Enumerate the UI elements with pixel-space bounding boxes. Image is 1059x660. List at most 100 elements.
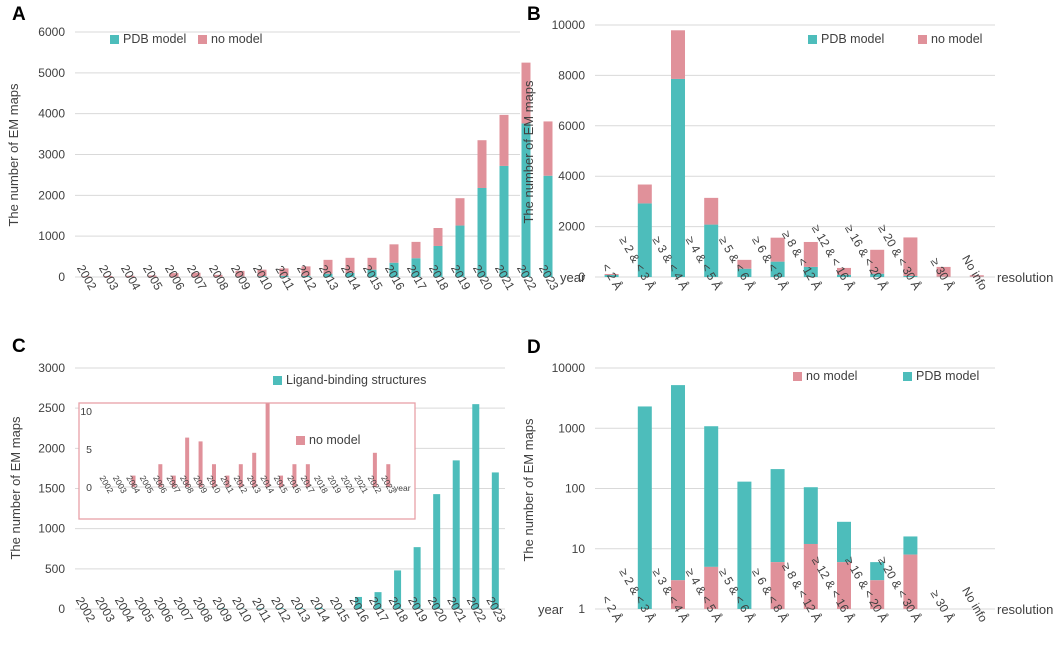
x-axis-title: year bbox=[538, 602, 564, 617]
bar-pdb-model bbox=[870, 273, 885, 277]
bar-ligand-binding-structures bbox=[218, 608, 226, 609]
inset-bar-no-model bbox=[238, 464, 243, 487]
x-tick-label: 2005 bbox=[140, 262, 166, 292]
x-tick-label: No info bbox=[959, 585, 990, 625]
bar-no-model bbox=[103, 275, 113, 277]
inset-x-axis-title: year bbox=[394, 483, 411, 493]
x-tick-label: 2002 bbox=[74, 262, 100, 292]
bar-no-model bbox=[969, 275, 984, 277]
bar-no-model bbox=[770, 562, 785, 609]
x-tick-label: < 2 Å bbox=[599, 260, 626, 292]
x-tick-label: 2012 bbox=[294, 262, 320, 292]
bar-pdb-model bbox=[770, 469, 785, 563]
inset-bar-no-model bbox=[131, 475, 136, 487]
x-tick-label: 2010 bbox=[250, 262, 276, 292]
chart-panel-a: A 0 1000 2000 3000 4000 5000 6000 The number of … bbox=[6, 4, 586, 293]
legend-label-0: no model bbox=[806, 369, 857, 383]
x-axis-title: year bbox=[560, 270, 586, 285]
x-tick-label: 2019 bbox=[448, 262, 474, 292]
y-axis-title: The number of EM maps bbox=[521, 80, 536, 224]
legend-swatch-0 bbox=[296, 436, 305, 445]
x-tick-label: 2008 bbox=[206, 262, 232, 292]
x-tick-label: 2011 bbox=[272, 263, 297, 293]
x-tick-label: 2021 bbox=[492, 262, 518, 292]
bar-no-model bbox=[637, 184, 652, 204]
inset-bar-no-model bbox=[198, 441, 203, 487]
legend-swatch-0 bbox=[793, 372, 802, 381]
legend-label-1: no model bbox=[211, 32, 262, 46]
y-tick-label: 8000 bbox=[558, 68, 585, 82]
bar-ligand-binding-structures bbox=[257, 608, 265, 609]
bar-no-model bbox=[477, 140, 487, 188]
bar-pdb-model bbox=[671, 78, 685, 277]
chart-panel-d: D 1 10 100 1000 10000 The number of EM maps res… bbox=[521, 337, 1053, 625]
x-tick-label: No info bbox=[959, 253, 990, 293]
y-tick-label: 10000 bbox=[552, 361, 586, 375]
inset-y-tick-label: 10 bbox=[80, 406, 92, 418]
bar-pdb-model bbox=[671, 385, 685, 581]
panel-letter: B bbox=[527, 4, 541, 25]
x-tick-label: 2018 bbox=[426, 262, 452, 292]
y-tick-label: 4000 bbox=[38, 107, 65, 121]
legend-swatch-1 bbox=[903, 372, 912, 381]
bar-no-model bbox=[671, 580, 685, 609]
x-tick-label: 2005 bbox=[131, 594, 157, 624]
bar-no-model bbox=[345, 257, 355, 273]
bar-pdb-model bbox=[637, 203, 652, 277]
x-tick-label: 2009 bbox=[228, 262, 254, 292]
bar-no-model bbox=[870, 249, 885, 274]
y-tick-label: 100 bbox=[565, 482, 585, 496]
x-tick-label: 2014 bbox=[338, 262, 364, 292]
y-tick-label: 10 bbox=[572, 542, 586, 556]
bar-pdb-model bbox=[737, 481, 752, 609]
bar-no-model bbox=[737, 259, 752, 269]
bar-ligand-binding-structures bbox=[276, 608, 284, 609]
bar-ligand-binding-structures bbox=[315, 607, 323, 609]
x-tick-label: 2014 bbox=[307, 594, 333, 624]
bar-ligand-binding-structures bbox=[452, 460, 460, 609]
x-tick-label: 2013 bbox=[288, 594, 314, 624]
bar-no-model bbox=[903, 554, 918, 609]
bar-pdb-model bbox=[323, 273, 333, 277]
y-tick-label: 5000 bbox=[38, 66, 65, 80]
bar-pdb-model bbox=[521, 123, 531, 277]
y-tick-label: 1500 bbox=[38, 482, 65, 496]
y-tick-label: 2500 bbox=[38, 401, 65, 415]
y-tick-label: 1000 bbox=[38, 522, 65, 536]
inset-bar-no-model bbox=[279, 475, 284, 487]
inset-bar-no-model bbox=[158, 464, 163, 487]
bar-ligand-binding-structures bbox=[354, 596, 362, 609]
bar-pdb-model bbox=[604, 274, 619, 277]
bar-pdb-model bbox=[257, 276, 267, 277]
bar-ligand-binding-structures bbox=[491, 472, 499, 609]
inset-bar-no-model bbox=[211, 464, 216, 487]
legend-label-1: no model bbox=[931, 32, 982, 46]
bar-no-model bbox=[367, 257, 377, 270]
y-tick-label: 3000 bbox=[38, 361, 65, 375]
chart-panel-b: B 0 2000 4000 6000 8000 10000 The number of EM … bbox=[521, 4, 1053, 293]
bar-pdb-model bbox=[301, 275, 311, 277]
x-tick-label: 2004 bbox=[118, 262, 144, 292]
bar-pdb-model bbox=[367, 269, 377, 277]
inset-chart: 0510200220032004200520062007200820092010… bbox=[78, 402, 416, 520]
bar-pdb-model bbox=[389, 262, 399, 277]
x-tick-label: 2020 bbox=[425, 594, 451, 624]
bar-no-model bbox=[235, 270, 245, 277]
bar-ligand-binding-structures bbox=[433, 494, 441, 609]
x-tick-label: 2003 bbox=[92, 594, 118, 624]
bar-no-model bbox=[671, 30, 685, 79]
legend-swatch-0 bbox=[273, 376, 282, 385]
legend-swatch-1 bbox=[918, 35, 927, 44]
x-tick-label: 2017 bbox=[404, 262, 430, 292]
chart-panel-c: C 0 500 1000 1500 2000 2500 3000 The number of E… bbox=[8, 336, 564, 625]
bar-pdb-model bbox=[279, 275, 289, 277]
panel-letter: C bbox=[12, 336, 26, 357]
bar-no-model bbox=[389, 244, 399, 263]
x-tick-label: 2009 bbox=[210, 594, 236, 624]
bar-pdb-model bbox=[543, 175, 553, 277]
x-tick-label: 2022 bbox=[514, 262, 540, 292]
y-tick-label: 3000 bbox=[38, 148, 65, 162]
bar-no-model bbox=[704, 197, 719, 225]
inset-bar-no-model bbox=[305, 464, 310, 487]
